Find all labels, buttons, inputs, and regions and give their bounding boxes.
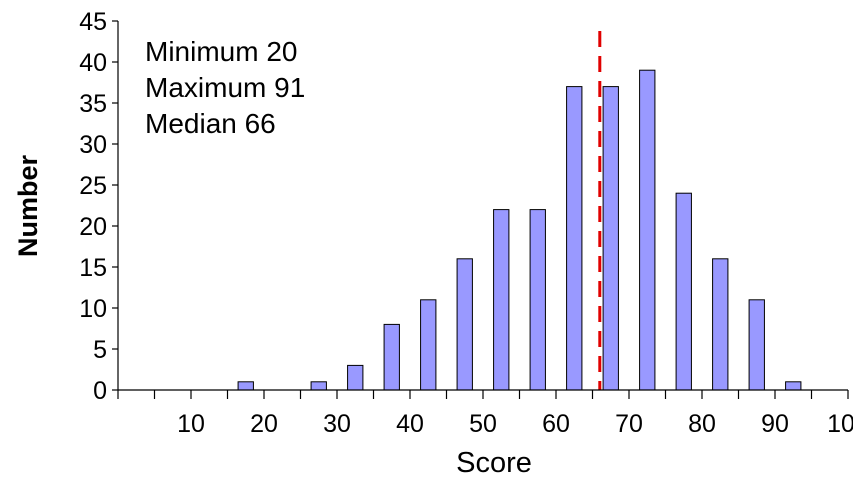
x-tick-label: 50	[469, 410, 497, 438]
x-tick-label: 100	[827, 410, 853, 438]
y-tick-label: 0	[93, 377, 107, 405]
y-ticks: 0 5 10 15 20 25 30 35 40 45	[79, 8, 118, 405]
y-axis-title: Number	[13, 155, 43, 258]
x-tick-label: 20	[250, 410, 278, 438]
x-tick-label: 80	[688, 410, 716, 438]
y-tick-label: 25	[79, 172, 107, 200]
bar	[785, 381, 802, 391]
y-tick-label: 15	[79, 254, 107, 282]
x-tick-label: 30	[323, 410, 351, 438]
bar	[639, 69, 656, 391]
y-tick-label: 10	[79, 295, 107, 323]
bar	[602, 86, 619, 391]
annotation-maximum: Maximum 91	[145, 72, 305, 103]
x-tick-label: 10	[177, 410, 205, 438]
y-tick-label: 45	[79, 8, 107, 36]
x-axis-title: Score	[456, 447, 532, 479]
bar	[675, 192, 692, 391]
y-tick-label: 20	[79, 213, 107, 241]
bar	[566, 86, 583, 391]
y-tick-label: 30	[79, 131, 107, 159]
bar	[420, 299, 437, 391]
y-tick-label: 5	[93, 336, 107, 364]
bar	[347, 364, 364, 391]
bar	[310, 381, 327, 391]
bars-layer	[237, 69, 802, 391]
bar	[456, 258, 473, 391]
bar	[712, 258, 729, 391]
annotations: Minimum 20 Maximum 91 Median 66	[145, 36, 305, 139]
bar	[383, 323, 400, 391]
x-tick-label: 60	[542, 410, 570, 438]
bar	[529, 209, 546, 391]
y-tick-label: 35	[79, 90, 107, 118]
bar	[748, 299, 765, 391]
x-tick-label: 40	[396, 410, 424, 438]
bar	[237, 381, 254, 391]
x-tick-label: 90	[761, 410, 789, 438]
bar	[493, 209, 510, 391]
x-tick-label: 70	[615, 410, 643, 438]
x-ticks: 10 20 30 40 50 60 70 80 90 100	[117, 390, 853, 438]
annotation-median: Median 66	[145, 108, 276, 139]
y-tick-label: 40	[79, 49, 107, 77]
annotation-minimum: Minimum 20	[145, 36, 297, 67]
